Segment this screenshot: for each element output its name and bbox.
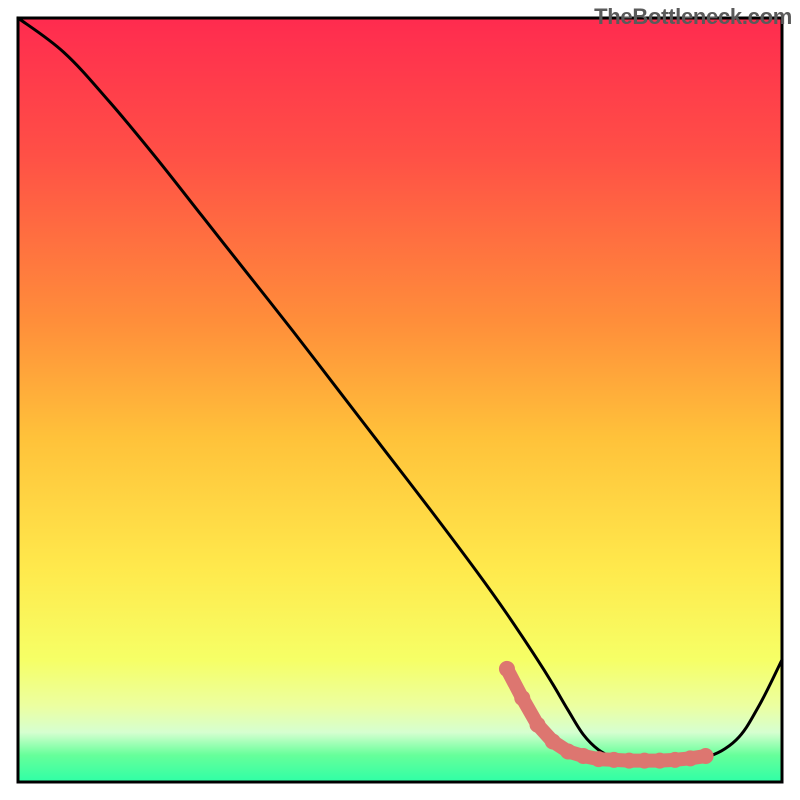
- gradient-background: [18, 18, 782, 782]
- marker-dot: [499, 661, 515, 677]
- marker-dot: [530, 717, 546, 733]
- bottleneck-chart: TheBottleneck.com: [0, 0, 800, 800]
- marker-dot: [652, 753, 668, 769]
- marker-dot: [606, 752, 622, 768]
- marker-dot: [698, 748, 714, 764]
- marker-dot: [575, 748, 591, 764]
- chart-svg: [0, 0, 800, 800]
- marker-dot: [682, 750, 698, 766]
- watermark-label: TheBottleneck.com: [594, 4, 792, 30]
- marker-dot: [636, 753, 652, 769]
- marker-dot: [621, 753, 637, 769]
- marker-dot: [514, 690, 530, 706]
- marker-dot: [560, 743, 576, 759]
- marker-dot: [591, 751, 607, 767]
- marker-dot: [667, 752, 683, 768]
- marker-dot: [545, 734, 561, 750]
